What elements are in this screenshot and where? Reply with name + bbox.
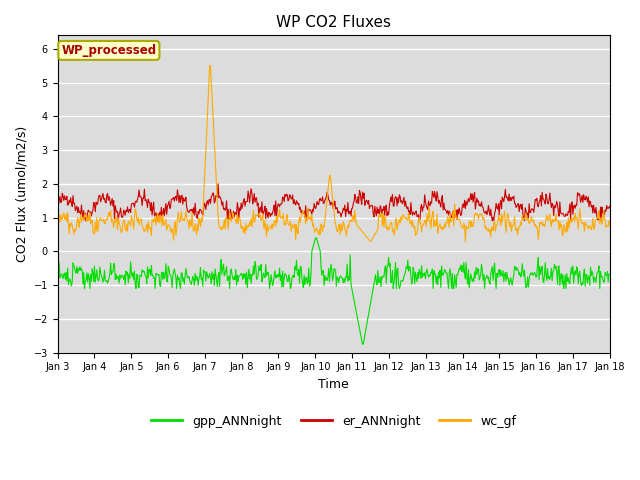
wc_gf: [64, 210, 72, 216]
wc_gf: [402, 215, 410, 220]
gpp_ANNnight: [54, 269, 61, 275]
gpp_ANNnight: [403, 264, 410, 270]
gpp_ANNnight: [64, 265, 72, 271]
gpp_ANNnight: [312, 235, 319, 241]
gpp_ANNnight: [358, 341, 366, 347]
er_ANNnight: [419, 208, 426, 214]
Line: gpp_ANNnight: gpp_ANNnight: [58, 238, 610, 344]
gpp_ANNnight: [206, 271, 214, 276]
er_ANNnight: [403, 204, 410, 209]
er_ANNnight: [82, 218, 90, 224]
er_ANNnight: [64, 202, 72, 208]
er_ANNnight: [54, 201, 61, 207]
gpp_ANNnight: [606, 272, 614, 277]
Line: wc_gf: wc_gf: [58, 66, 610, 241]
wc_gf: [207, 63, 214, 69]
wc_gf: [177, 216, 184, 222]
er_ANNnight: [207, 201, 214, 206]
er_ANNnight: [122, 212, 129, 218]
Text: WP_processed: WP_processed: [61, 44, 156, 57]
Y-axis label: CO2 Flux (umol/m2/s): CO2 Flux (umol/m2/s): [15, 126, 28, 262]
gpp_ANNnight: [419, 274, 426, 280]
X-axis label: Time: Time: [318, 378, 349, 391]
gpp_ANNnight: [120, 272, 128, 277]
wc_gf: [606, 222, 614, 228]
wc_gf: [54, 213, 61, 218]
gpp_ANNnight: [177, 286, 184, 291]
Legend: gpp_ANNnight, er_ANNnight, wc_gf: gpp_ANNnight, er_ANNnight, wc_gf: [146, 409, 521, 432]
Line: er_ANNnight: er_ANNnight: [58, 184, 610, 221]
Title: WP CO2 Fluxes: WP CO2 Fluxes: [276, 15, 391, 30]
wc_gf: [461, 239, 469, 244]
wc_gf: [418, 229, 426, 235]
wc_gf: [206, 63, 214, 69]
er_ANNnight: [177, 193, 185, 199]
er_ANNnight: [606, 203, 614, 209]
er_ANNnight: [214, 181, 222, 187]
wc_gf: [120, 218, 128, 224]
